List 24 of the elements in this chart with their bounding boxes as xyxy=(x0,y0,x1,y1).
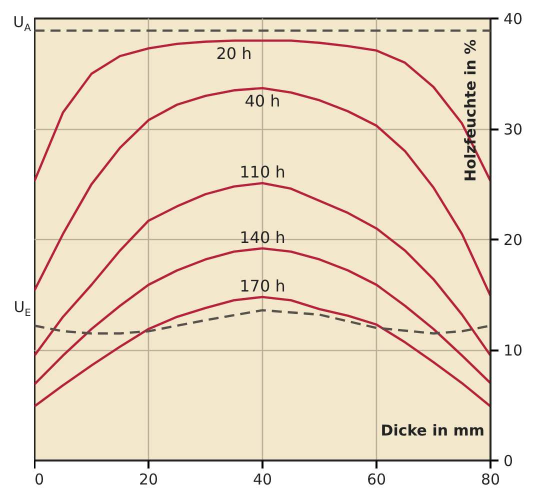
x-tick-label: 40 xyxy=(252,470,272,488)
line-series xyxy=(34,247,490,386)
line-series xyxy=(34,309,490,335)
y-tick-label: 10 xyxy=(504,342,523,360)
series-label: U$_{E}$ xyxy=(14,296,31,320)
ref-line-label: U$_{A}$ xyxy=(13,11,31,36)
series-label: 170 h xyxy=(240,276,286,296)
y-tick-label: 30 xyxy=(504,120,523,138)
x-tick-label: 20 xyxy=(138,470,158,488)
y-tick-label: 40 xyxy=(504,10,523,28)
line-series xyxy=(34,39,490,182)
line-series xyxy=(34,296,490,408)
y-tick-label: 0 xyxy=(504,452,514,470)
series-label: 20 h xyxy=(216,44,252,64)
y-tick-label: 20 xyxy=(504,231,523,249)
series-label: 140 h xyxy=(240,228,286,247)
line-series xyxy=(34,182,490,357)
x-axis-title: Dicke in mm xyxy=(380,422,485,440)
y-axis-title: Holzfeuchte in % xyxy=(462,39,480,182)
x-tick-label: 80 xyxy=(480,470,500,488)
series-label: 40 h xyxy=(244,92,280,111)
series-label: 110 h xyxy=(240,162,286,182)
x-tick-label: 0 xyxy=(34,470,44,488)
x-tick-label: 60 xyxy=(366,470,386,488)
